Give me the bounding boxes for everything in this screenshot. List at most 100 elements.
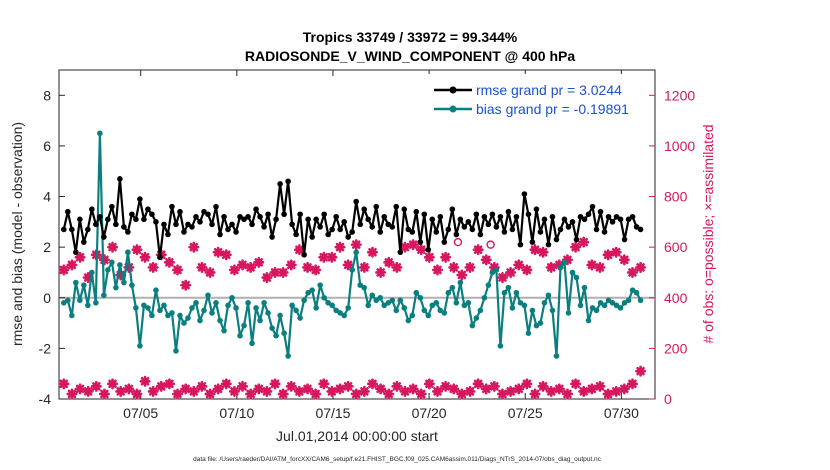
obs-marker-stroke bbox=[67, 260, 77, 270]
obs-assimilated-marker bbox=[367, 378, 379, 390]
obs-marker-stroke bbox=[620, 255, 629, 265]
bias-point bbox=[461, 302, 468, 309]
rmse-point bbox=[441, 239, 448, 245]
bias-point bbox=[157, 307, 163, 314]
rmse-point bbox=[573, 236, 580, 243]
obs-assimilated-marker bbox=[350, 388, 362, 400]
obs-marker-stroke bbox=[59, 265, 69, 275]
rmse-point bbox=[369, 224, 376, 230]
obs-marker-stroke bbox=[400, 242, 410, 252]
obs-assimilated-marker bbox=[147, 261, 159, 273]
obs-assimilated-marker bbox=[537, 246, 549, 258]
obs-assimilated-marker bbox=[163, 256, 175, 268]
obs-marker-stroke bbox=[213, 384, 223, 394]
obs-assimilated-marker bbox=[383, 388, 395, 400]
obs-possible-marker bbox=[486, 240, 495, 249]
rmse-point bbox=[529, 239, 536, 245]
rmse-point bbox=[361, 206, 368, 212]
obs-assimilated-marker bbox=[228, 264, 240, 276]
y-tick-label-left: 4 bbox=[43, 189, 51, 205]
obs-marker-stroke bbox=[197, 263, 207, 272]
obs-marker-stroke bbox=[319, 379, 329, 389]
y-tick-label-right: 0 bbox=[664, 391, 672, 407]
y-tick-label-right: 400 bbox=[664, 290, 688, 306]
rmse-point bbox=[533, 206, 540, 212]
obs-marker-stroke bbox=[108, 379, 117, 389]
bias-point bbox=[237, 332, 243, 339]
obs-marker-stroke bbox=[579, 387, 588, 396]
bias-point bbox=[465, 300, 472, 306]
obs-assimilated-marker bbox=[74, 251, 86, 263]
obs-assimilated-marker bbox=[391, 380, 403, 392]
obs-assimilated-marker bbox=[123, 383, 135, 395]
obs-marker-stroke bbox=[587, 384, 597, 394]
rmse-point bbox=[305, 216, 311, 223]
bias-point bbox=[109, 259, 115, 266]
bias-point bbox=[477, 307, 484, 314]
bias-point bbox=[393, 307, 400, 314]
rmse-point bbox=[513, 213, 520, 220]
bias-point bbox=[541, 300, 548, 306]
obs-assimilated-marker bbox=[367, 246, 379, 258]
obs-marker-stroke bbox=[571, 242, 580, 252]
obs-assimilated-marker bbox=[212, 383, 224, 395]
bias-point bbox=[629, 287, 636, 293]
bias-point bbox=[561, 259, 568, 266]
obs-marker-stroke bbox=[465, 387, 475, 396]
obs-assimilated-marker bbox=[188, 241, 200, 253]
y-tick-label-left: 2 bbox=[43, 239, 51, 255]
obs-assimilated-marker bbox=[521, 264, 533, 276]
rmse-point bbox=[589, 203, 596, 210]
x-tick-label: 07/30 bbox=[604, 405, 639, 421]
y-tick-label-left: -4 bbox=[39, 391, 52, 407]
rmse-point bbox=[493, 224, 500, 230]
bias-point bbox=[385, 300, 392, 306]
bias-point bbox=[289, 302, 295, 309]
bias-point bbox=[209, 310, 215, 316]
bias-point bbox=[105, 267, 111, 273]
obs-assimilated-marker bbox=[245, 261, 257, 273]
obs-assimilated-marker bbox=[107, 378, 119, 390]
bias-point bbox=[137, 343, 143, 349]
rmse-point bbox=[265, 211, 271, 218]
bias-point bbox=[281, 330, 287, 337]
obs-assimilated-marker bbox=[399, 385, 411, 397]
obs-assimilated-marker bbox=[537, 380, 549, 392]
obs-marker-stroke bbox=[611, 387, 621, 396]
obs-marker-stroke bbox=[571, 379, 580, 389]
obs-assimilated-marker bbox=[578, 385, 590, 397]
rmse-point bbox=[389, 224, 396, 230]
bias-point bbox=[221, 327, 227, 334]
obs-assimilated-marker bbox=[610, 385, 622, 397]
obs-marker-stroke bbox=[506, 268, 515, 277]
rmse-point bbox=[385, 221, 392, 228]
obs-assimilated-marker bbox=[431, 264, 443, 276]
obs-assimilated-marker bbox=[334, 383, 346, 395]
bias-point bbox=[357, 282, 364, 288]
legend: rmse grand pr = 3.0244 bias grand pr = -… bbox=[428, 74, 642, 120]
obs-assimilated-marker bbox=[561, 388, 573, 400]
rmse-point bbox=[381, 213, 388, 220]
bias-point bbox=[485, 282, 492, 288]
bias-point bbox=[513, 289, 520, 296]
rmse-point bbox=[609, 219, 616, 225]
obs-assimilated-marker bbox=[98, 388, 110, 400]
bias-point bbox=[637, 297, 644, 304]
bias-point bbox=[97, 130, 103, 137]
bias-point bbox=[89, 269, 95, 276]
bias-point bbox=[285, 353, 291, 359]
legend-bias-label: bias grand pr = -0.19891 bbox=[476, 101, 629, 117]
obs-assimilated-marker bbox=[220, 378, 232, 390]
obs-assimilated-marker bbox=[594, 261, 606, 273]
obs-assimilated-marker bbox=[90, 380, 102, 392]
x-tick-label: 07/25 bbox=[508, 405, 543, 421]
bias-point bbox=[381, 302, 388, 309]
obs-assimilated-marker bbox=[399, 241, 411, 253]
rmse-point bbox=[341, 219, 347, 225]
rmse-point bbox=[337, 226, 343, 233]
rmse-point bbox=[157, 254, 163, 261]
bias-point bbox=[409, 312, 416, 319]
obs-marker-stroke bbox=[514, 384, 523, 394]
rmse-point bbox=[309, 234, 315, 240]
rmse-point bbox=[169, 203, 175, 210]
